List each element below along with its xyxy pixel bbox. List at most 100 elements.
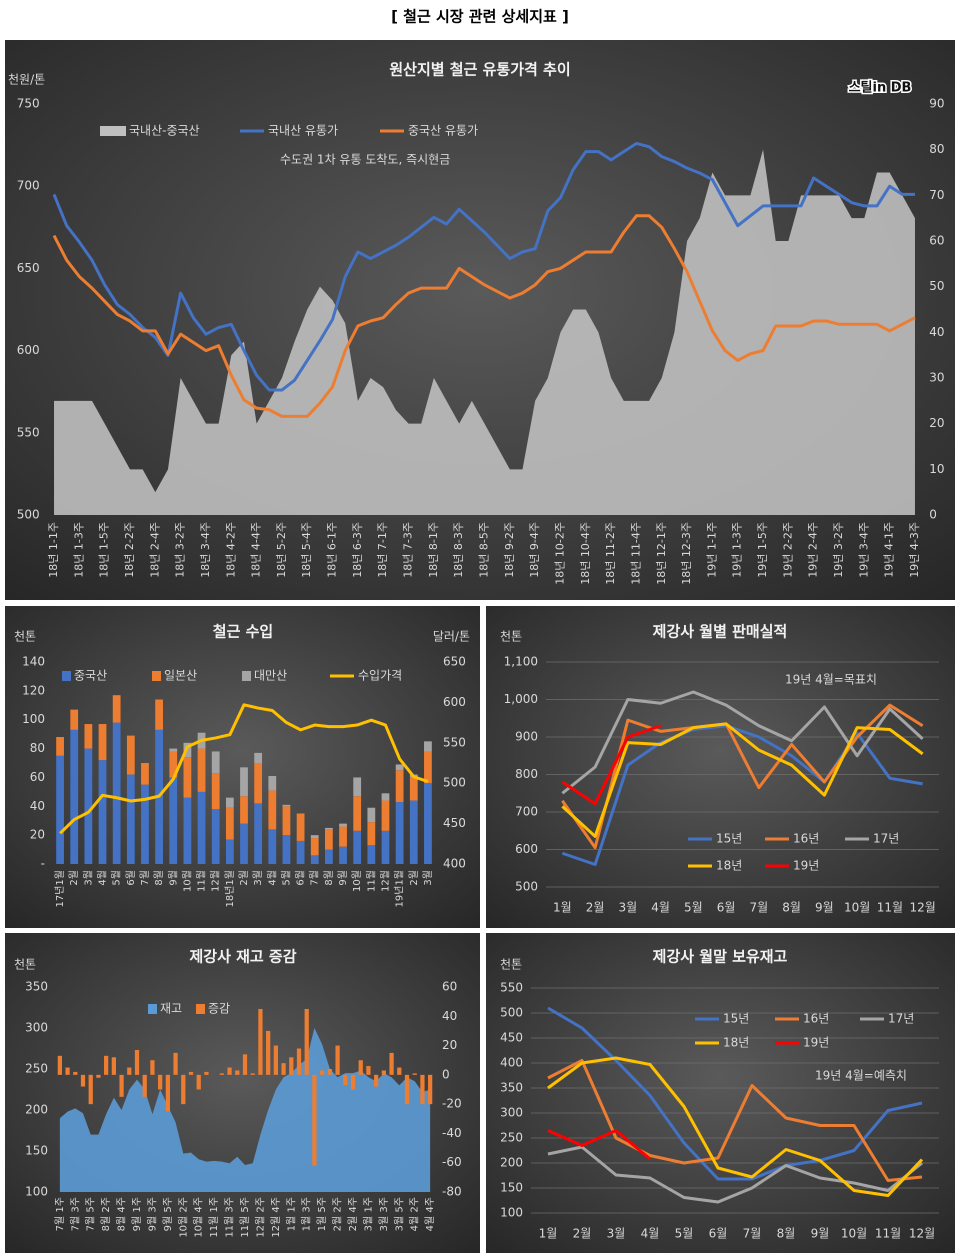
bar-segment	[254, 752, 263, 763]
bar-segment	[141, 763, 149, 785]
y-tick-label: 500	[17, 508, 40, 522]
x-tick-label: 19년 2-4주	[807, 522, 820, 578]
x-tick-label: 17년1월	[54, 870, 66, 908]
bar	[258, 1008, 263, 1075]
legend-label: 15년	[723, 1012, 749, 1026]
x-tick-label: 18년 9-4주	[528, 522, 541, 578]
x-tick-label: 8월	[777, 1227, 796, 1241]
y-tick-label: 120	[22, 683, 45, 697]
x-tick-label: 4월	[266, 870, 278, 886]
x-tick-label: 2월	[68, 870, 80, 886]
y-tick-label: 700	[17, 179, 40, 193]
bar	[88, 1074, 93, 1105]
legend-label: 국내산 유통가	[268, 124, 338, 138]
bar	[80, 1074, 86, 1087]
x-tick-label: 18년 3-2주	[174, 522, 187, 578]
bar-segment	[197, 748, 206, 792]
x-tick-label: 18년 10-4주	[579, 522, 592, 585]
bar-segment	[112, 695, 121, 723]
bar-segment	[324, 827, 333, 830]
y-axis-label: 천톤	[14, 629, 36, 644]
x-tick-label: 2월 4주	[347, 1197, 359, 1231]
bar-segment	[310, 838, 319, 856]
x-tick-label: 7월	[750, 901, 769, 915]
area	[54, 149, 915, 515]
x-tick-label: 18년 10-2주	[553, 522, 566, 585]
bar-segment	[268, 775, 277, 791]
x-tick-label: 18년 11-4주	[629, 522, 642, 585]
y2-tick-label: 20	[929, 416, 944, 430]
bar-segment	[126, 735, 135, 775]
y-tick-label: 700	[515, 805, 538, 819]
x-tick-label: 4월	[651, 901, 670, 915]
x-tick-label: 18년 8-3주	[452, 522, 465, 578]
x-tick-label: 11월	[365, 870, 377, 892]
y-tick-label: 450	[500, 1031, 523, 1045]
bar-segment	[381, 800, 390, 831]
bar	[343, 1074, 348, 1086]
x-tick-label: 19년 1-1주	[705, 522, 718, 578]
x-tick-label: 9월	[815, 901, 834, 915]
x-tick-label: 2월 2주	[332, 1197, 344, 1231]
y-tick-label: 1,000	[504, 692, 538, 706]
bar-segment	[296, 813, 305, 841]
y-tick-label: 60	[30, 770, 45, 784]
x-tick-label: 18년 7-1주	[376, 522, 389, 578]
x-tick-label: 10월 4주	[193, 1197, 205, 1238]
x-tick-label: 4월 4주	[424, 1197, 436, 1231]
x-tick-label: 6월	[295, 870, 307, 886]
bar-segment	[225, 797, 234, 808]
y-tick-label: 550	[500, 981, 523, 995]
chart-title: 제강사 월별 판매실적	[653, 623, 788, 641]
line-series	[52, 214, 916, 418]
bar-segment	[268, 829, 277, 864]
x-tick-label: 5월	[111, 870, 123, 886]
bar	[111, 1057, 116, 1075]
x-tick-label: 18년 2-2주	[123, 522, 136, 578]
bar-segment	[112, 722, 121, 864]
bar	[296, 1048, 302, 1075]
legend-label: 16년	[793, 832, 819, 846]
bar-segment	[395, 764, 404, 771]
bar	[57, 1055, 62, 1075]
legend-swatch	[148, 1004, 157, 1014]
x-tick-label: 18년 9-2주	[503, 522, 516, 578]
line-series	[561, 724, 662, 806]
x-tick-label: 1월 3주	[301, 1197, 313, 1231]
x-tick-label: 11월 5주	[239, 1197, 251, 1238]
chart-title: 철근 수입	[213, 623, 273, 641]
y2-tick-label: 50	[929, 279, 944, 293]
x-tick-label: 5월	[684, 901, 703, 915]
bar	[104, 1055, 109, 1075]
legend-label: 대만산	[254, 669, 287, 683]
x-tick-label: 10월	[351, 870, 363, 892]
bar	[165, 1074, 170, 1112]
y2-tick-label: 80	[929, 142, 944, 156]
y-tick-label: -	[41, 857, 45, 871]
bar-segment	[240, 823, 248, 864]
y2-axis-label: 달러/톤	[433, 630, 470, 644]
bar-segment	[126, 774, 135, 864]
bar-segment	[254, 763, 263, 804]
y2-tick-label: 0	[442, 1067, 450, 1081]
x-tick-label: 18년 4-2주	[224, 522, 237, 578]
x-tick-label: 12월	[210, 870, 222, 892]
y-tick-label: 250	[25, 1062, 48, 1076]
y-tick-label: 800	[515, 767, 538, 781]
x-tick-label: 12월	[379, 870, 391, 892]
x-tick-label: 9월 3주	[146, 1197, 158, 1231]
x-tick-label: 18년 6-1주	[326, 522, 339, 578]
bar-segment	[211, 773, 220, 810]
x-tick-label: 10월	[181, 870, 193, 892]
y-tick-label: 1,100	[504, 655, 538, 669]
legend-swatch	[152, 671, 161, 681]
legend-swatch	[196, 1004, 205, 1014]
bar-segment	[169, 748, 178, 752]
line-series	[59, 703, 429, 835]
legend-label: 16년	[803, 1012, 829, 1026]
x-tick-label: 4월	[97, 870, 109, 886]
x-tick-label: 19년 3-2주	[832, 522, 845, 578]
x-tick-label: 19년 3-4주	[857, 522, 870, 578]
bar-segment	[310, 835, 319, 839]
y-tick-label: 150	[25, 1144, 48, 1158]
